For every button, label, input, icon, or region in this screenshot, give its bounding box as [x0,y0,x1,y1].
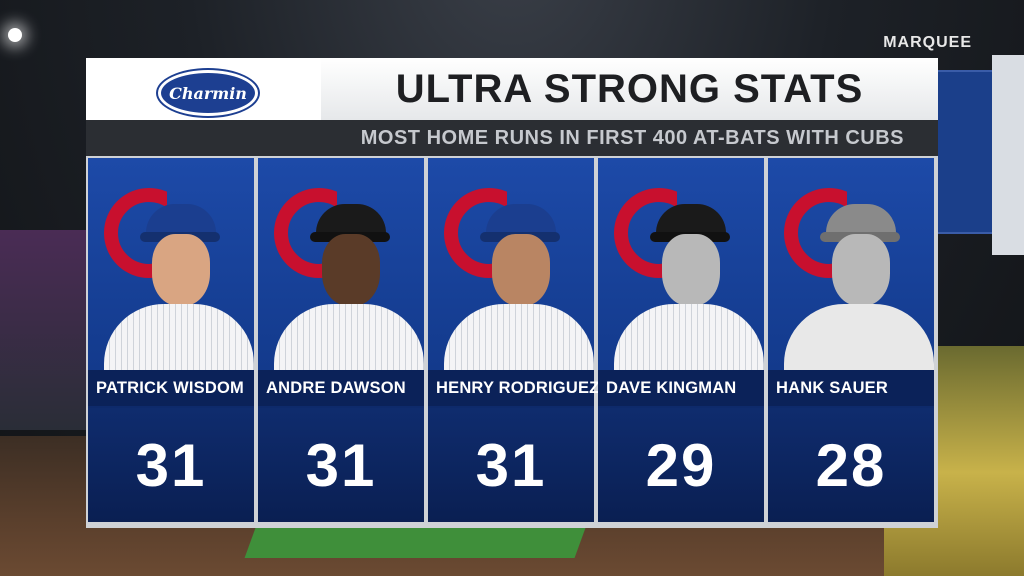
player-name: HENRY RODRIGUEZ [428,370,599,406]
player-photo [598,158,764,370]
player-face [152,234,210,306]
player-card: DAVE KINGMAN 29 [598,158,764,522]
subtitle-bar: MOST HOME RUNS IN FIRST 400 AT-BATS WITH… [86,120,938,156]
network-logo: MARQUEE [883,34,972,51]
player-jersey [614,304,764,370]
player-face [832,234,890,306]
home-run-count: 31 [258,408,424,522]
sponsor-logo: Charmin [158,70,258,116]
player-figure [614,204,764,370]
player-jersey [274,304,424,370]
player-cards: PATRICK WISDOM 31 ANDRE DAWSON 31 [86,158,938,522]
stadium-seats-left [0,230,90,430]
player-jersey [104,304,254,370]
player-face [662,234,720,306]
scoreboard [930,70,994,234]
player-figure [274,204,424,370]
stadium-light-icon [8,28,22,42]
graphic-title: ULTRA STRONG STATS [395,66,864,111]
player-figure [104,204,254,370]
home-run-count: 28 [768,408,934,522]
graphic-subtitle: MOST HOME RUNS IN FIRST 400 AT-BATS WITH… [360,126,904,149]
player-name: ANDRE DAWSON [258,370,424,406]
player-face [322,234,380,306]
player-name: HANK SAUER [768,370,934,406]
player-photo [428,158,594,370]
player-card: HANK SAUER 28 [768,158,934,522]
player-card: PATRICK WISDOM 31 [88,158,254,522]
player-jersey [444,304,594,370]
ad-board [992,55,1024,255]
player-name: PATRICK WISDOM [88,370,254,406]
player-face [492,234,550,306]
player-card: ANDRE DAWSON 31 [258,158,424,522]
player-name: DAVE KINGMAN [598,370,764,406]
stats-graphic: Charmin ULTRA STRONG STATS MOST HOME RUN… [86,58,938,528]
player-card: HENRY RODRIGUEZ 31 [428,158,599,522]
player-photo [258,158,424,370]
player-photo [88,158,254,370]
home-run-count: 29 [598,408,764,522]
sponsor-area: Charmin [86,58,321,120]
player-jersey [784,304,934,370]
title-bar: Charmin ULTRA STRONG STATS [86,58,938,120]
home-run-count: 31 [428,408,594,522]
player-figure [784,204,934,370]
player-figure [444,204,594,370]
player-photo [768,158,934,370]
stadium-grass [244,528,586,558]
home-run-count: 31 [88,408,254,522]
